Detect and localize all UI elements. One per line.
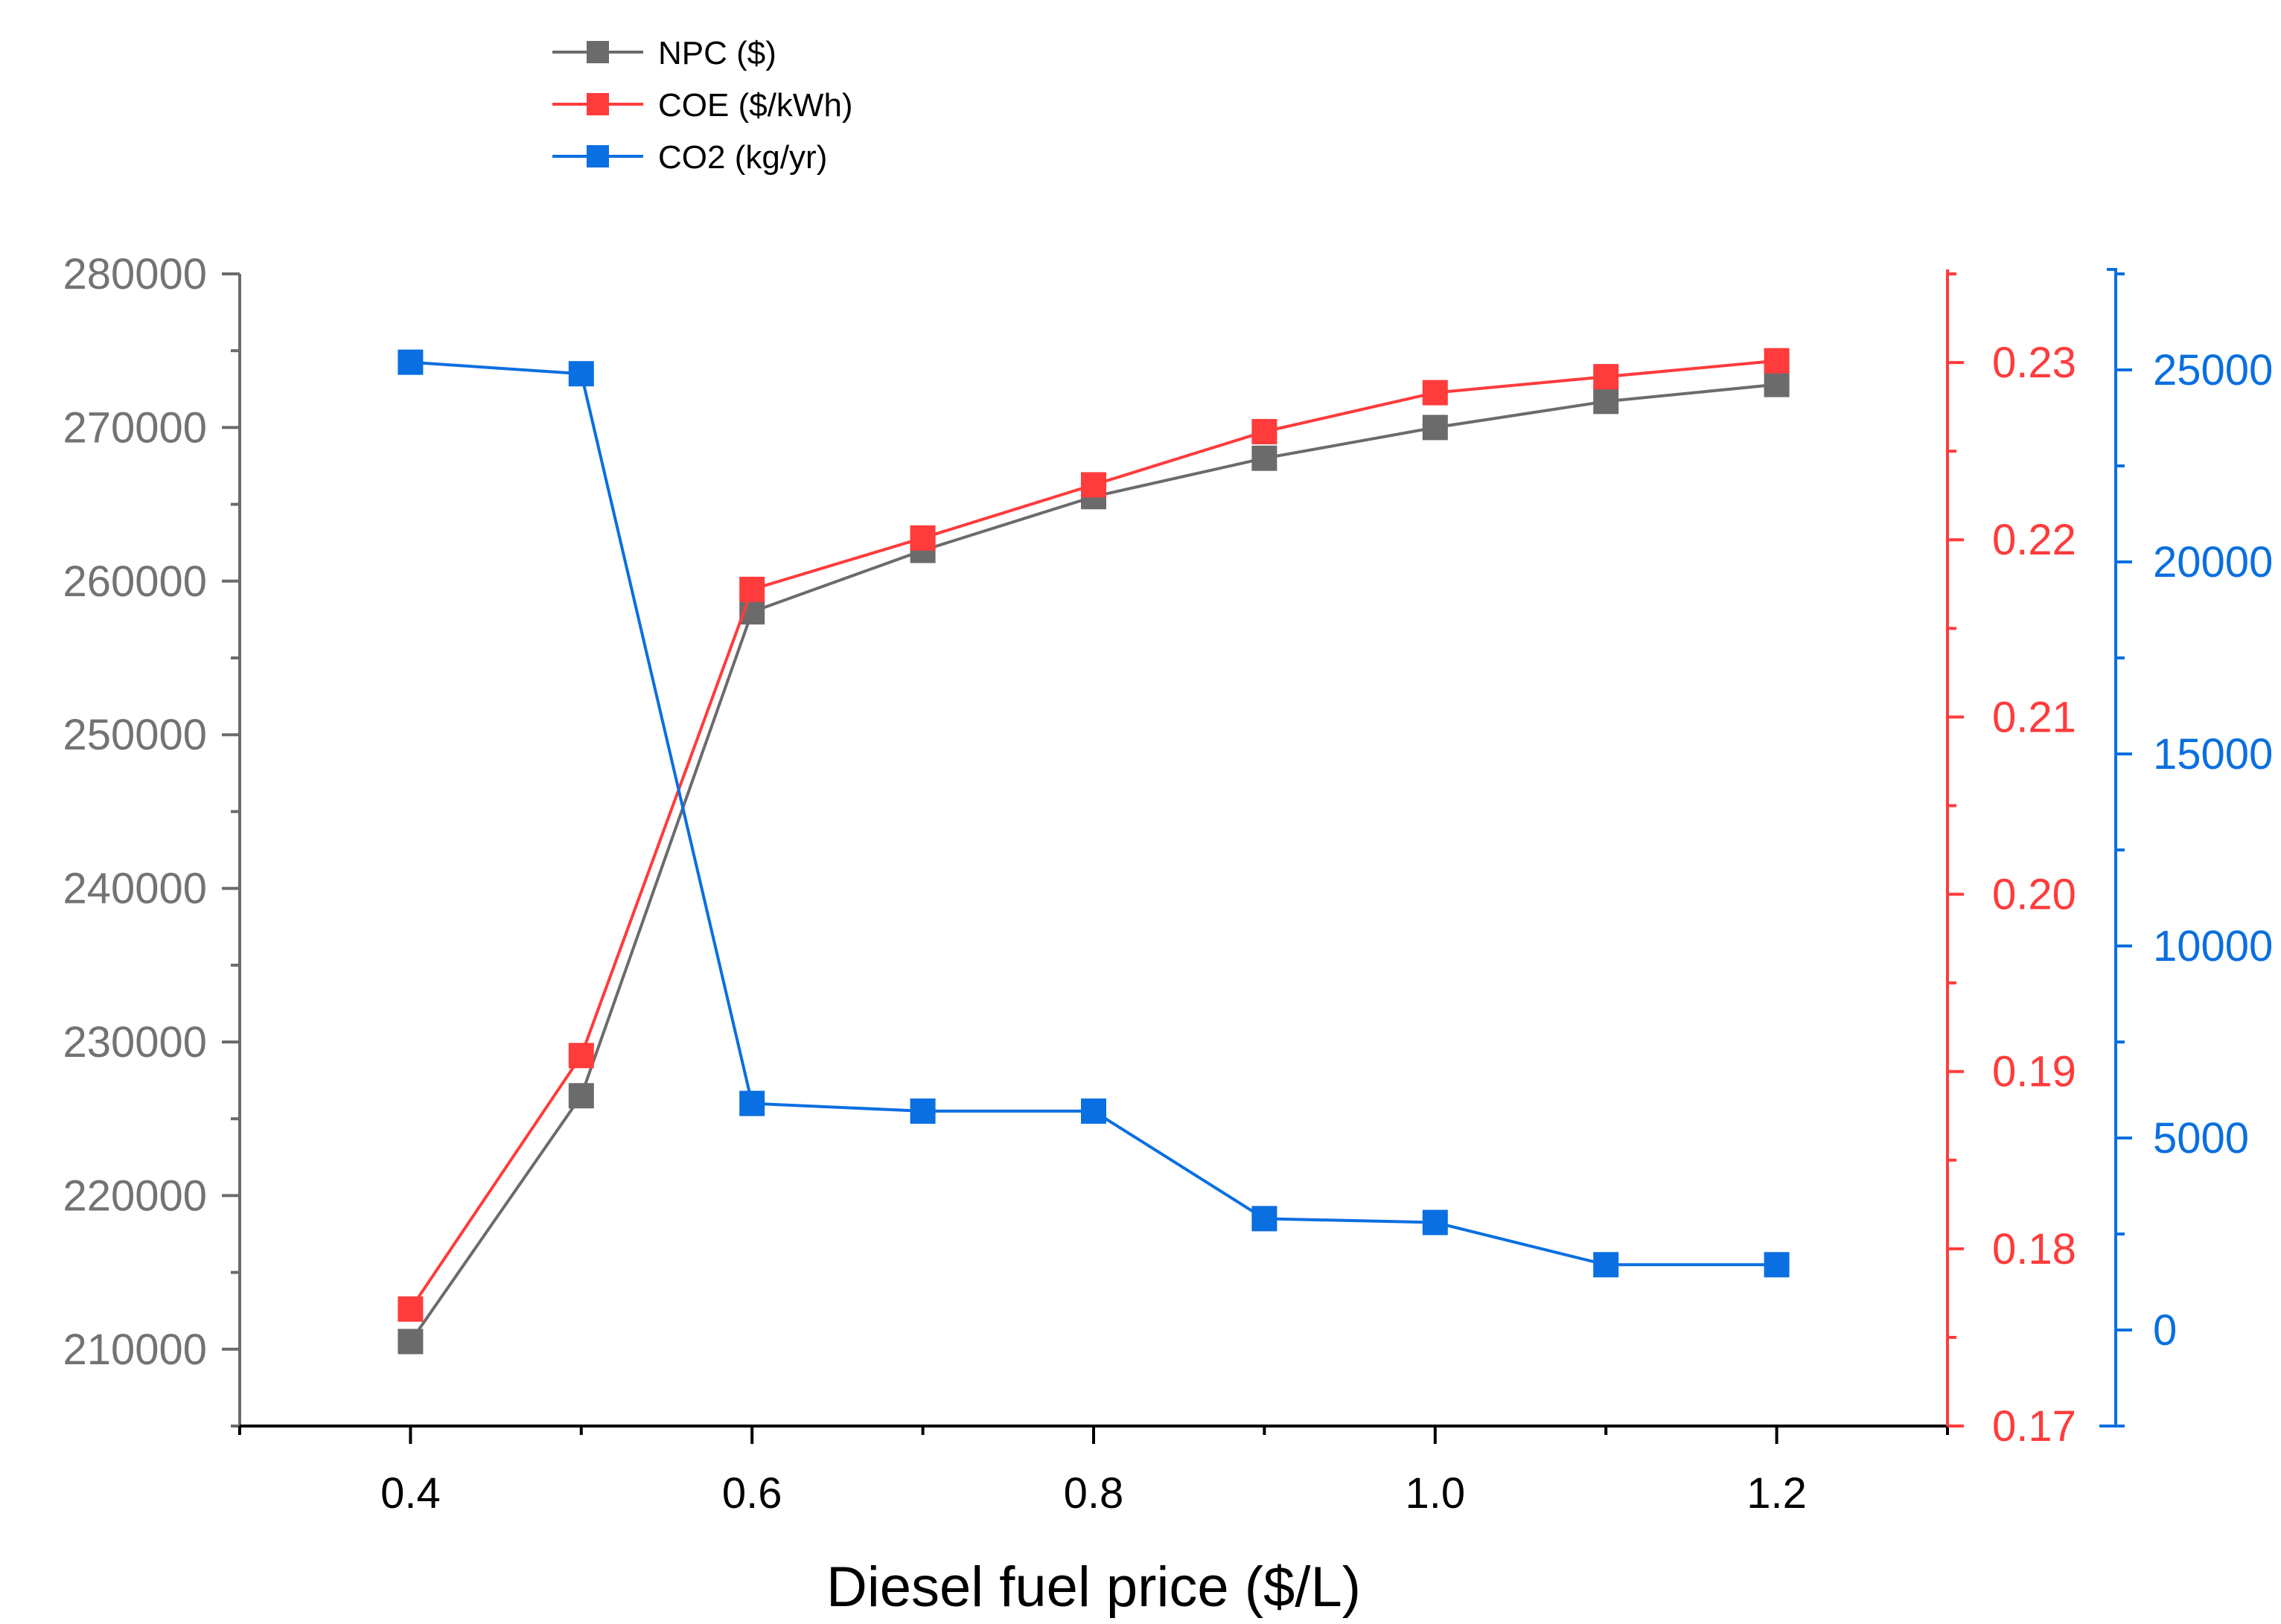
- data-point-marker: [398, 1296, 424, 1322]
- x-tick-label: 1.0: [1405, 1469, 1465, 1518]
- axes-layer: 2100002200002300002400002500002600002700…: [63, 250, 2273, 1518]
- left-tick-label: 230000: [63, 1018, 207, 1067]
- coe-tick-label: 0.21: [1992, 693, 2076, 741]
- co2-tick-label: 0: [2153, 1306, 2177, 1355]
- left-tick-label: 250000: [63, 711, 207, 759]
- co2-tick-label: 15000: [2153, 730, 2273, 779]
- series-layer: [398, 348, 1790, 1355]
- x-tick-label: 0.6: [722, 1469, 782, 1518]
- data-point-marker: [1422, 415, 1448, 441]
- data-point-marker: [910, 1098, 936, 1124]
- co2-tick-label: 5000: [2153, 1114, 2249, 1163]
- data-point-marker: [1251, 1206, 1277, 1232]
- left-tick-label: 270000: [63, 403, 207, 452]
- data-point-marker: [1764, 1252, 1790, 1278]
- coe-tick-label: 0.20: [1992, 871, 2076, 919]
- coe-tick-label: 0.17: [1992, 1402, 2076, 1451]
- legend-swatch-marker: [587, 145, 609, 167]
- left-tick-label: 210000: [63, 1326, 207, 1374]
- data-point-marker: [398, 349, 424, 375]
- data-point-marker: [1593, 364, 1619, 390]
- coe-tick-label: 0.18: [1992, 1225, 2076, 1273]
- data-point-marker: [1422, 380, 1448, 406]
- co2-tick-label: 10000: [2153, 922, 2273, 971]
- legend-swatch-marker: [587, 41, 609, 63]
- data-point-marker: [1081, 1098, 1106, 1124]
- series-line-1: [409, 383, 1777, 1343]
- left-tick-label: 260000: [63, 557, 207, 606]
- data-point-marker: [739, 576, 765, 602]
- data-point-marker: [568, 1083, 594, 1109]
- legend-swatch-marker: [587, 93, 609, 115]
- data-point-marker: [1593, 1252, 1619, 1278]
- x-tick-label: 0.8: [1064, 1469, 1124, 1518]
- legend-label: NPC ($): [658, 35, 776, 71]
- legend: NPC ($) COE ($/kWh) CO2 (kg/yr): [552, 35, 853, 176]
- data-point-marker: [568, 1043, 594, 1069]
- data-point-marker: [1081, 472, 1106, 498]
- coe-tick-label: 0.23: [1992, 339, 2076, 387]
- left-tick-label: 220000: [63, 1171, 207, 1220]
- data-point-marker: [1251, 418, 1277, 444]
- data-point-marker: [1764, 371, 1790, 397]
- co2-tick-label: 20000: [2153, 538, 2273, 586]
- x-tick-label: 1.2: [1746, 1469, 1807, 1518]
- data-point-marker: [398, 1329, 424, 1355]
- coe-tick-label: 0.19: [1992, 1048, 2076, 1096]
- x-tick-label: 0.4: [380, 1469, 441, 1518]
- legend-label: CO2 (kg/yr): [658, 139, 827, 176]
- data-point-marker: [1764, 348, 1790, 374]
- data-point-marker: [568, 361, 594, 387]
- data-point-marker: [1422, 1209, 1448, 1235]
- data-point-marker: [1251, 445, 1277, 471]
- data-point-marker: [1593, 389, 1619, 415]
- x-axis-title: Diesel fuel price ($/L): [826, 1556, 1361, 1619]
- data-point-marker: [739, 1090, 765, 1116]
- co2-tick-label: 25000: [2153, 346, 2273, 394]
- left-tick-label: 280000: [63, 250, 207, 298]
- legend-label: COE ($/kWh): [658, 87, 853, 124]
- data-point-marker: [910, 525, 936, 551]
- left-tick-label: 240000: [63, 865, 207, 913]
- coe-tick-label: 0.22: [1992, 516, 2076, 564]
